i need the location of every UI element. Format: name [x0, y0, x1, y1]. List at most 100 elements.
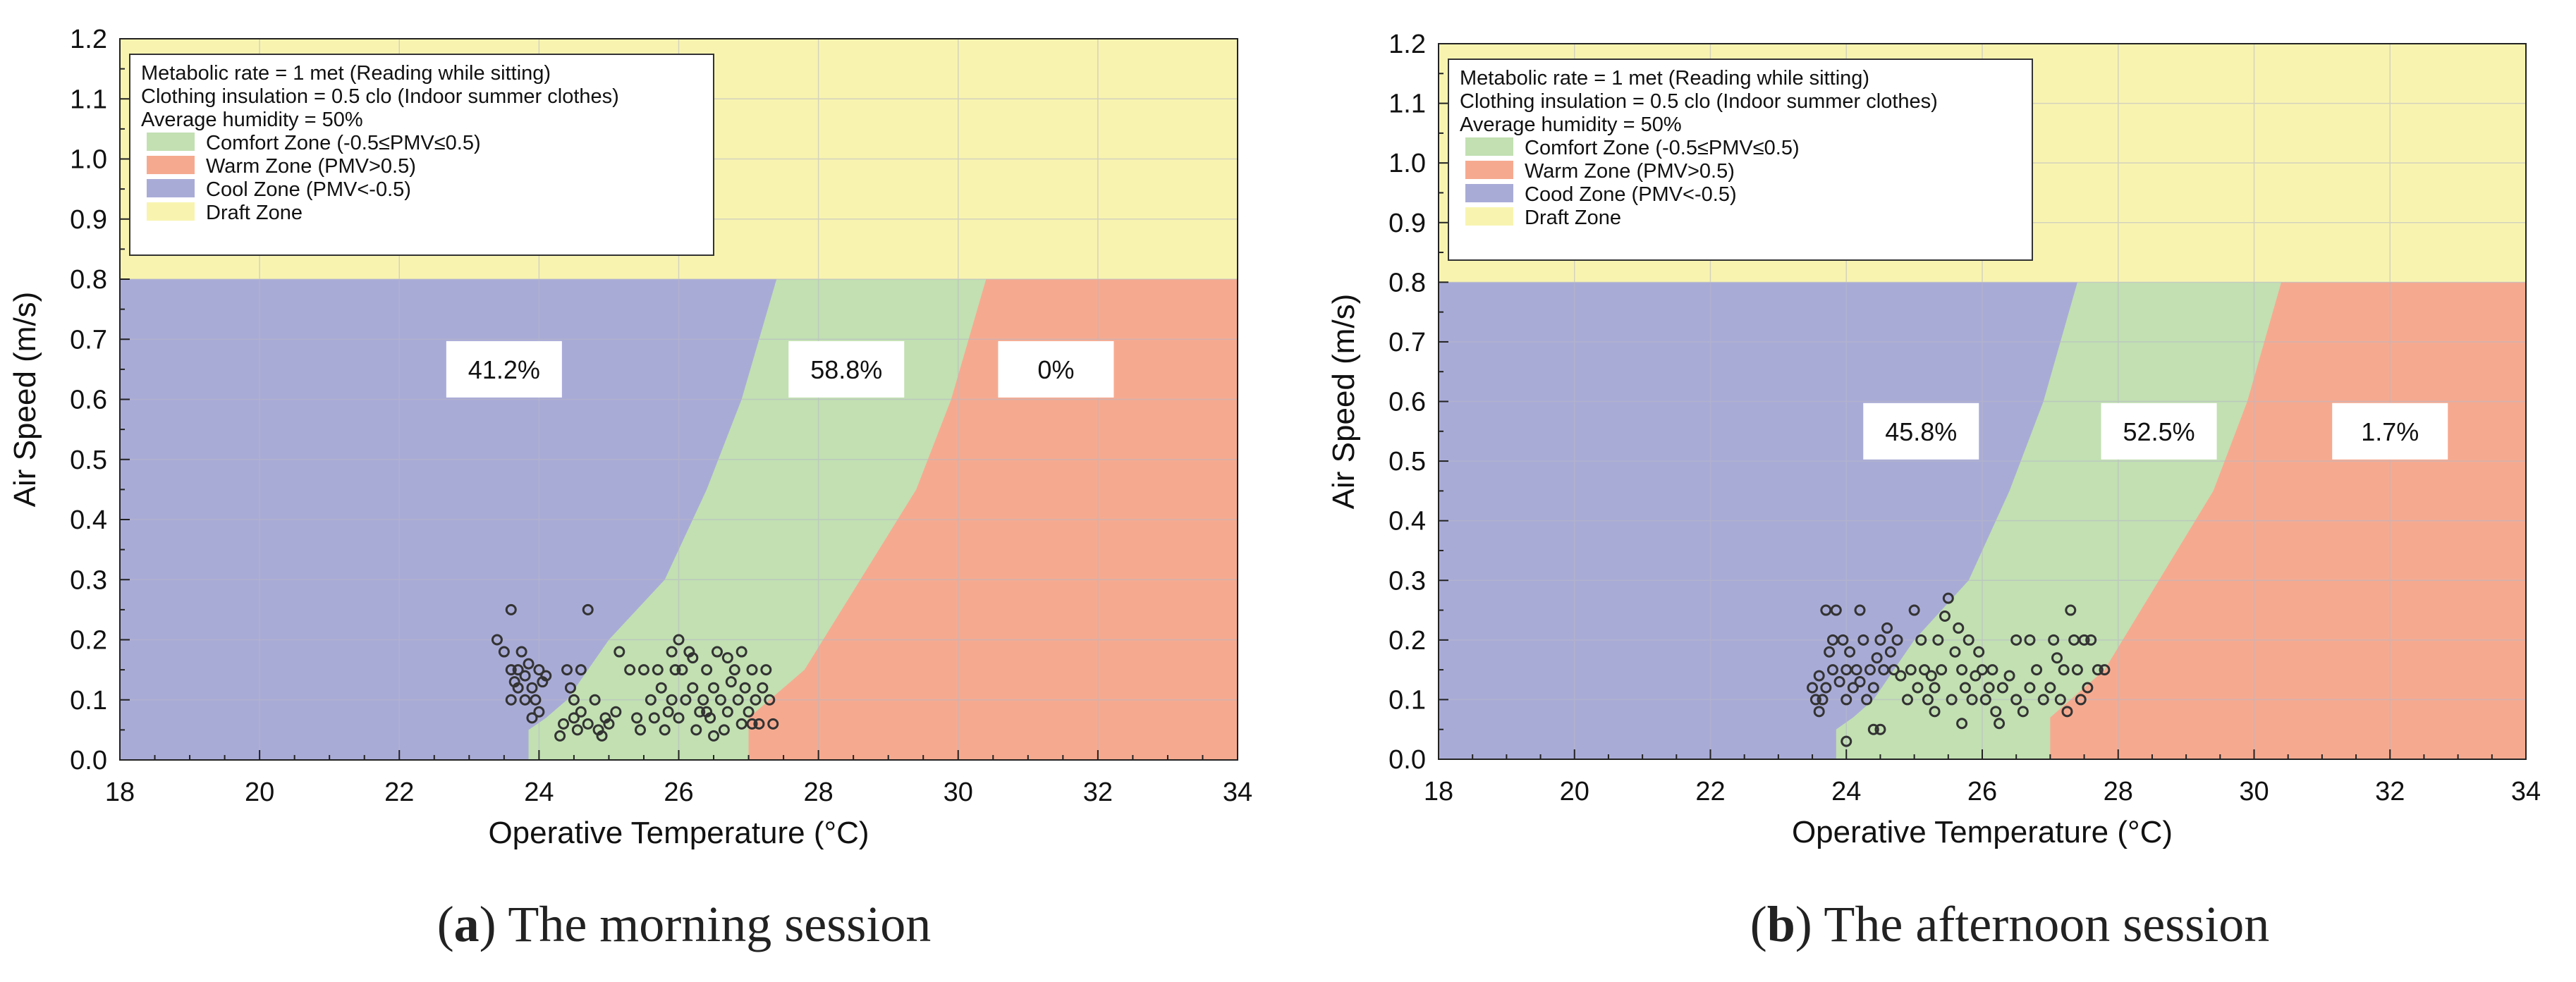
data-point: [568, 694, 580, 706]
data-point: [635, 724, 647, 736]
data-point: [2051, 652, 2063, 664]
data-point: [669, 664, 681, 676]
zone-percentage: 52.5%: [2101, 403, 2217, 460]
x-tick-label: 18: [105, 778, 135, 807]
caption-letter: a: [453, 896, 480, 952]
x-tick-label: 22: [1695, 777, 1725, 806]
data-point: [1833, 676, 1845, 688]
legend-label: Cool Zone (PMV<-0.5): [206, 178, 411, 201]
x-tick-label: 30: [2239, 777, 2269, 806]
y-tick-label: 1.1: [70, 85, 107, 114]
zone-percentage: 0%: [998, 340, 1114, 398]
axis-ticks: [1438, 43, 2527, 760]
data-point: [1820, 682, 1832, 694]
y-tick-label: 0.5: [1388, 447, 1426, 477]
y-tick-label: 0.9: [1388, 209, 1426, 238]
data-point: [673, 634, 685, 646]
x-tick-label: 34: [1223, 778, 1252, 807]
x-tick-label: 20: [1560, 777, 1589, 806]
y-tick-label: 0.0: [1388, 745, 1426, 775]
data-point: [1881, 622, 1893, 634]
y-tick-label: 0.5: [70, 446, 107, 475]
data-point: [1983, 682, 1995, 694]
data-point: [711, 646, 723, 658]
legend-swatch-warm: [1465, 161, 1513, 179]
data-point: [690, 724, 702, 736]
data-point: [767, 718, 779, 730]
data-point: [505, 694, 517, 706]
data-point: [708, 682, 720, 694]
chart-morning: 18 20 22 24 26 28 30 32 34 0.0 0.1 0.2 0.3 0.4 0.5 0.6 0…: [8, 25, 1252, 850]
x-tick-label: 34: [2511, 777, 2541, 806]
data-point: [652, 664, 664, 676]
data-point: [1966, 694, 1978, 706]
y-tick-label: 0.3: [1388, 566, 1426, 596]
data-point: [2082, 682, 2094, 694]
data-point: [708, 730, 720, 742]
data-point: [2010, 634, 2022, 646]
y-tick-label: 0.7: [1388, 328, 1426, 357]
data-point: [1996, 682, 2008, 694]
data-point: [575, 664, 587, 676]
data-point: [2065, 604, 2077, 616]
legend-label: Warm Zone (PMV>0.5): [206, 155, 416, 178]
data-point: [1939, 610, 1951, 622]
data-point: [687, 652, 699, 664]
x-tick-label: 28: [2104, 777, 2133, 806]
x-tick-label: 26: [664, 778, 693, 807]
data-point: [1919, 664, 1931, 676]
data-point: [1844, 646, 1856, 658]
data-point: [1973, 646, 1985, 658]
data-point: [760, 664, 772, 676]
y-tick-label: 1.2: [1388, 30, 1426, 59]
y-tick-label: 0.2: [70, 626, 107, 656]
data-point: [1817, 694, 1829, 706]
data-point: [1929, 682, 1941, 694]
data-point: [2099, 664, 2111, 676]
data-point: [718, 724, 730, 736]
data-point: [659, 724, 671, 736]
y-tick-label: 0.8: [70, 265, 107, 295]
data-point: [2010, 694, 2022, 706]
legend-note: Clothing insulation = 0.5 clo (Indoor su…: [141, 85, 619, 108]
data-point: [1970, 670, 1982, 682]
data-point: [1850, 664, 1862, 676]
data-point: [603, 718, 615, 730]
data-point: [533, 664, 545, 676]
x-tick-label: 24: [524, 778, 554, 807]
legend-swatch-comfort: [147, 133, 195, 151]
legend-swatch-cool: [1465, 184, 1513, 202]
data-point: [1953, 622, 1965, 634]
y-tick-label: 1.0: [70, 145, 107, 175]
zone-percentage-label: 1.7%: [2361, 417, 2419, 446]
data-point: [1929, 706, 1941, 718]
legend-label: Draft Zone: [1525, 207, 1621, 229]
data-point: [1874, 634, 1886, 646]
data-point: [648, 712, 660, 724]
legend-box: [129, 54, 714, 256]
legend-swatch-cool: [147, 179, 195, 197]
y-axis-title: Air Speed (m/s): [8, 292, 42, 508]
data-point: [2061, 706, 2073, 718]
data-point: [498, 646, 510, 658]
data-point: [697, 694, 709, 706]
y-tick-label: 0.6: [1388, 388, 1426, 417]
y-axis-title: Air Speed (m/s): [1326, 294, 1361, 510]
zone-percentage-label: 41.2%: [468, 355, 540, 384]
zone-percentage-box: [2101, 403, 2217, 460]
data-point: [739, 682, 751, 694]
zone-percentage-label: 52.5%: [2123, 417, 2195, 446]
data-point: [676, 664, 688, 676]
data-point: [1936, 664, 1948, 676]
data-point: [533, 706, 545, 718]
legend-note: Average humidity = 50%: [1460, 113, 1682, 136]
legend-note: Clothing insulation = 0.5 clo (Indoor su…: [1460, 90, 1938, 113]
zone-percentage-label: 45.8%: [1885, 417, 1957, 446]
data-point: [582, 718, 594, 730]
data-point: [1986, 664, 1998, 676]
data-point: [2058, 664, 2070, 676]
axis-ticks: [119, 38, 1238, 761]
caption-afternoon: (b) The afternoon session: [1750, 896, 2270, 952]
x-axis-title: Operative Temperature (°C): [488, 816, 869, 850]
legend-box: [1448, 59, 2033, 261]
